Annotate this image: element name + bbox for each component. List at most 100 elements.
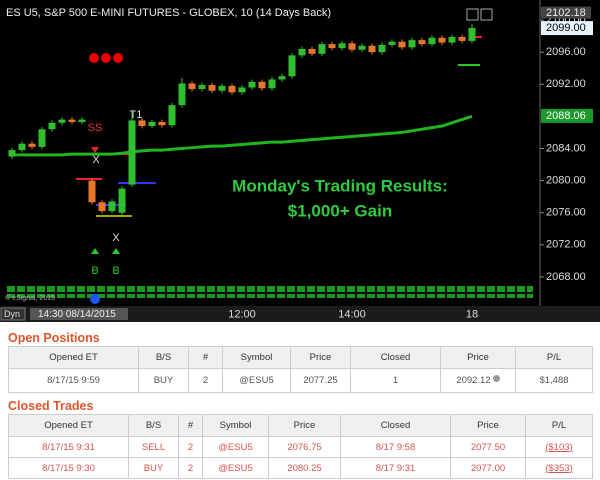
buy-arrow <box>91 248 120 254</box>
candle-body <box>138 120 146 127</box>
ma-label: 2088.06 <box>546 110 586 122</box>
table-cell: BUY <box>128 457 179 479</box>
cell-text: 1 <box>392 375 399 386</box>
candle-body <box>338 43 346 49</box>
window-button[interactable] <box>466 8 479 21</box>
table-row: 8/17/15 9:59 BUY 2 @ESU5 2077.25 1 2092.12 $1,4… <box>8 368 593 393</box>
table-cell: 8/17/15 9:59 <box>8 368 139 393</box>
candle-body <box>18 143 26 151</box>
candle-body <box>298 48 306 56</box>
candle-body <box>208 85 216 91</box>
column-header: # <box>178 414 203 437</box>
start-time-box <box>30 308 128 320</box>
start-time: 14:30 08/14/2015 <box>38 309 116 320</box>
volume-strip <box>5 286 533 298</box>
signal-label: X <box>92 154 100 166</box>
cell-text: $1,488 <box>539 375 569 386</box>
table-cell: SELL <box>128 436 179 458</box>
candle-body <box>248 81 256 88</box>
column-header: Price <box>268 414 341 437</box>
candle-body <box>418 40 426 45</box>
cell-text: 2076.75 <box>287 441 322 453</box>
annotation: $1,000+ Gain <box>288 201 392 220</box>
chart-title: ES U5, S&P 500 E-MINI FUTURES - GLOBEX, … <box>6 7 331 19</box>
last-price-box <box>541 21 593 36</box>
table-cell: 2092.12 <box>440 368 516 393</box>
candle-body <box>68 119 76 122</box>
y-tick-label: 2084.00 <box>546 142 586 154</box>
candle-body <box>168 105 176 126</box>
candle-body <box>48 122 56 130</box>
table-cell: 1 <box>350 368 441 393</box>
column-header: Symbol <box>222 346 291 369</box>
candle-body <box>318 44 326 54</box>
help-icon <box>492 375 500 382</box>
cell-text: BUY <box>143 462 164 474</box>
table-cell: @ESU5 <box>202 436 269 458</box>
column-header: Price <box>450 414 526 437</box>
cell-text: 2077.50 <box>470 441 506 453</box>
table-cell: @ESU5 <box>222 368 291 393</box>
window-button[interactable] <box>480 8 493 21</box>
column-header: Opened ET <box>8 346 139 369</box>
cell-text: 2080.25 <box>287 462 322 474</box>
section-title: Open Positions <box>8 331 100 345</box>
high-label-box <box>541 6 591 19</box>
moving-average <box>12 114 473 157</box>
table-cell: $1,488 <box>515 368 593 393</box>
candle-body <box>218 85 226 91</box>
cell-text: 2077.25 <box>303 375 338 386</box>
cell-text: 2092.12 <box>456 375 491 386</box>
candle-body <box>268 79 276 89</box>
cell-text[interactable]: ($353) <box>545 462 573 474</box>
candle-body <box>258 81 266 89</box>
cell-text: 8/17/15 9:31 <box>42 441 95 453</box>
candle-body <box>388 41 396 45</box>
column-header: P/L <box>515 346 593 369</box>
candle-body <box>148 121 156 127</box>
candle-body <box>438 37 446 43</box>
signal-dot <box>101 53 111 63</box>
dyn-button[interactable] <box>0 307 26 321</box>
section-title: Closed Trades <box>8 399 94 413</box>
cell-text: 2 <box>202 375 209 386</box>
signal-label: SS <box>88 122 103 134</box>
cell-text[interactable]: ($103) <box>545 441 573 453</box>
candle-body <box>368 45 376 53</box>
table: Opened ET B/S # Symbol Price Closed Price P/L 8/… <box>8 346 593 393</box>
x-tick-label: 14:00 <box>338 308 366 320</box>
table-cell: 2077.00 <box>450 457 526 479</box>
candle-body <box>178 83 186 106</box>
candle-body <box>238 87 246 93</box>
candle-body <box>278 76 286 80</box>
candle-body <box>118 188 126 213</box>
table-cell: 2080.25 <box>268 457 341 479</box>
sell-arrow <box>91 147 99 153</box>
y-tick-label: 2096.00 <box>546 46 586 58</box>
cell-text: @ESU5 <box>218 462 253 474</box>
candle-body <box>378 44 386 53</box>
copyright: © eSignal, 2015 <box>5 294 55 302</box>
candle-body <box>8 150 16 157</box>
candle-body <box>188 83 196 90</box>
candle-body <box>78 119 86 122</box>
chart-background <box>0 0 600 322</box>
signal-label: T1 <box>130 109 143 121</box>
candle-body <box>58 119 66 123</box>
table-cell: ($353) <box>525 457 593 479</box>
candle-body <box>88 180 96 203</box>
table: Opened ET B/S # Symbol Price Closed Price P/L 8/… <box>8 414 593 479</box>
candle-body <box>458 36 466 41</box>
candle-body <box>98 202 106 212</box>
column-header: P/L <box>525 414 593 437</box>
column-header: Closed <box>350 346 441 369</box>
cell-text: SELL <box>141 441 166 453</box>
column-header: Opened ET <box>8 414 129 437</box>
candle-body <box>398 41 406 48</box>
column-header: B/S <box>128 414 179 437</box>
session-dot <box>90 294 100 304</box>
table-row: 8/17/15 9:30 BUY 2 @ESU5 2080.25 8/17 9:31 207… <box>8 457 593 479</box>
cell-text: BUY <box>153 375 174 386</box>
table-cell: 2 <box>178 457 203 479</box>
